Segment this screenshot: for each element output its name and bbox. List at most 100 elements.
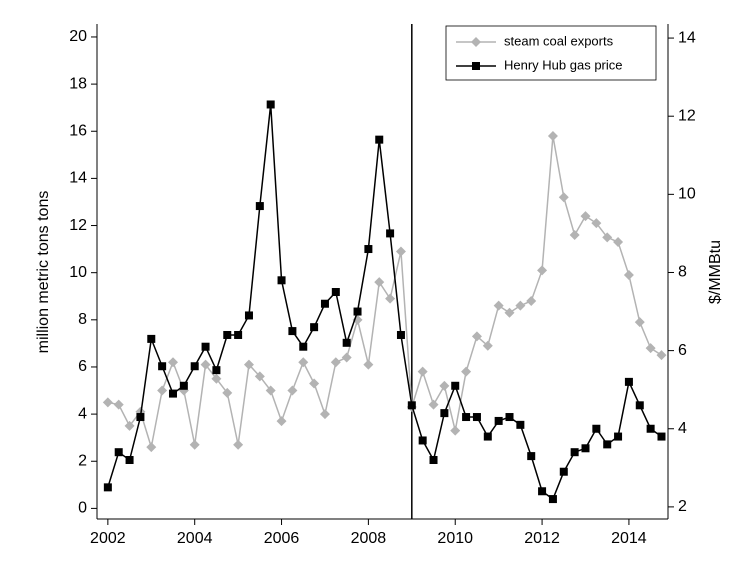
point	[102, 397, 113, 408]
y2-tick-label: 2	[678, 498, 687, 515]
point	[386, 229, 395, 238]
point	[504, 307, 515, 318]
y-tick-label: 20	[69, 28, 87, 45]
point	[158, 362, 167, 371]
y-axis-title: million metric tons tons	[35, 191, 52, 354]
point	[634, 317, 645, 328]
point	[635, 401, 644, 410]
point	[342, 338, 351, 347]
y-tick-label: 18	[69, 75, 87, 92]
point	[471, 331, 482, 342]
point	[462, 413, 471, 422]
point	[515, 300, 526, 311]
legend-box	[445, 25, 657, 81]
point	[494, 416, 503, 425]
point	[461, 366, 472, 377]
point	[592, 424, 601, 433]
point	[375, 135, 384, 144]
x-tick-label: 2006	[264, 530, 300, 547]
point	[591, 218, 602, 229]
point	[538, 487, 547, 496]
y-tick-label: 16	[69, 122, 87, 139]
point	[483, 432, 492, 441]
y-tick-label: 2	[78, 452, 87, 469]
series-line	[107, 135, 662, 448]
point	[396, 330, 405, 339]
point	[395, 246, 406, 257]
point	[417, 366, 428, 377]
point	[505, 413, 514, 422]
legend-label: Henry Hub gas price	[504, 57, 623, 72]
point	[646, 424, 655, 433]
y-tick-label: 8	[78, 311, 87, 328]
point	[113, 399, 124, 410]
point	[570, 448, 579, 457]
y2-tick-label: 8	[678, 264, 687, 281]
point	[114, 448, 123, 457]
point	[265, 385, 276, 396]
point	[212, 366, 221, 375]
y-tick-label: 4	[78, 405, 87, 422]
point	[353, 307, 362, 316]
point	[288, 327, 297, 336]
point	[309, 378, 320, 389]
point	[201, 342, 210, 351]
point	[200, 359, 211, 370]
point	[330, 357, 341, 368]
legend-label: steam coal exports	[504, 33, 614, 48]
point	[656, 350, 667, 361]
point	[190, 362, 199, 371]
point	[527, 452, 536, 461]
point	[299, 342, 308, 351]
y2-tick-label: 14	[678, 29, 696, 46]
point	[603, 440, 612, 449]
point	[331, 288, 340, 297]
point	[429, 456, 438, 465]
point	[559, 467, 568, 476]
point	[136, 413, 145, 422]
x-tick-label: 2002	[90, 530, 126, 547]
x-tick-label: 2014	[611, 530, 647, 547]
point	[277, 276, 286, 285]
point	[580, 211, 591, 222]
point	[287, 385, 298, 396]
point	[167, 357, 178, 368]
point	[385, 293, 396, 304]
x-tick-label: 2010	[437, 530, 473, 547]
point	[581, 444, 590, 453]
point	[125, 456, 134, 465]
point	[569, 229, 580, 240]
y-tick-label: 10	[69, 264, 87, 281]
point	[428, 399, 439, 410]
y2-tick-label: 12	[678, 107, 696, 124]
point	[310, 323, 319, 332]
point	[276, 416, 287, 427]
y2-tick-label: 10	[678, 186, 696, 203]
point	[319, 409, 330, 420]
point	[482, 340, 493, 351]
point	[645, 343, 656, 354]
point	[407, 401, 416, 410]
point	[613, 237, 624, 248]
point	[103, 483, 112, 492]
point	[614, 432, 623, 441]
point	[623, 270, 634, 281]
point	[234, 330, 243, 339]
point	[657, 432, 666, 441]
point	[222, 387, 233, 398]
y-tick-label: 0	[78, 500, 87, 517]
point	[493, 300, 504, 311]
point	[255, 202, 264, 211]
point	[341, 352, 352, 363]
point	[320, 299, 329, 308]
y2-tick-label: 6	[678, 342, 687, 359]
point	[243, 359, 254, 370]
y-tick-label: 14	[69, 170, 87, 187]
point	[364, 245, 373, 254]
legend-marker	[471, 37, 481, 47]
point	[189, 439, 200, 450]
y2-axis-title: $/MMBtu	[707, 240, 724, 304]
point	[558, 192, 569, 203]
point	[526, 295, 537, 306]
